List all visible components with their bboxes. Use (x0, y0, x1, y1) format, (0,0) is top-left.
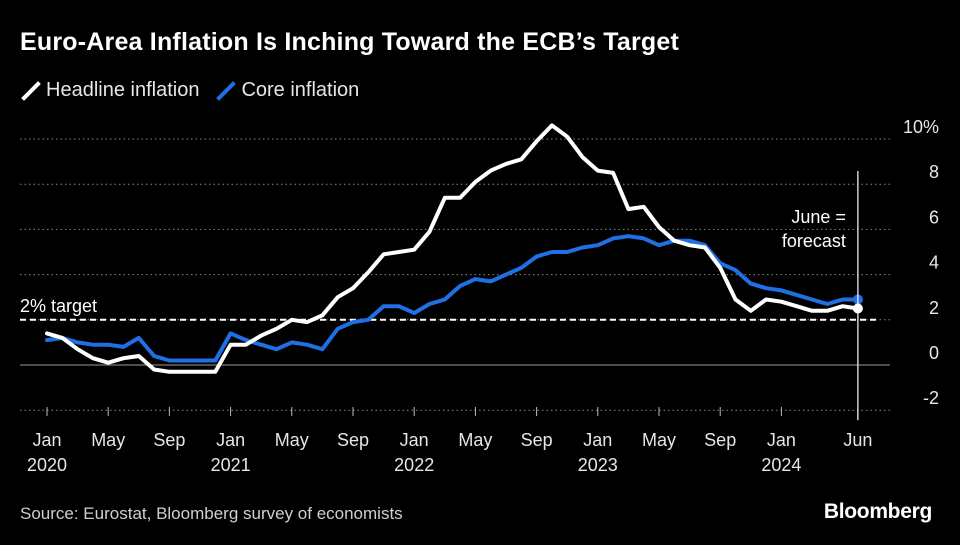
x-tick-label: Sep (153, 430, 185, 450)
reference-layer: 2% target (20, 296, 880, 321)
x-tick-label: Jan (583, 430, 612, 450)
legend-item-core: Core inflation (215, 79, 359, 102)
legend-label-core: Core inflation (241, 79, 360, 101)
series-layer (45, 123, 863, 374)
x-tick-label: Sep (521, 430, 553, 450)
chart-legend: Headline inflation Core inflation (20, 79, 375, 102)
x-tick-label: Jan (400, 430, 429, 450)
x-tick-label: Sep (704, 430, 736, 450)
grid-layer (20, 138, 890, 411)
x-tick-label: May (275, 430, 309, 450)
x-tick-label: Jan (767, 430, 796, 450)
x-tick-year-label: 2021 (211, 455, 251, 475)
forecast-label-line2: forecast (782, 231, 846, 251)
target-reference-label: 2% target (20, 296, 97, 316)
y-tick-label: 6 (929, 207, 939, 227)
y-tick-label: 8 (929, 162, 939, 182)
x-tick-year-label: 2022 (394, 455, 434, 475)
x-tick-label: Sep (337, 430, 369, 450)
x-tick-year-label: 2020 (27, 455, 67, 475)
x-tick-label: May (458, 430, 492, 450)
x-tick-label: Jan (216, 430, 245, 450)
source-note: Source: Eurostat, Bloomberg survey of ec… (20, 504, 403, 523)
y-tick-label: 0 (929, 343, 939, 363)
legend-swatch-core-icon (216, 80, 237, 101)
annotation-layer: June = forecast (782, 171, 859, 421)
axis-layer: 10% 8 6 4 2 0 -2 Jan 2020 May Sep Jan 2021 May Sep Jan 2… (27, 117, 939, 475)
x-tick-label: Jan (32, 430, 61, 450)
series-line-headline-inflation (45, 123, 860, 374)
x-tick-label: Jun (843, 430, 872, 450)
legend-label-headline: Headline inflation (46, 79, 200, 101)
y-tick-label: 10% (903, 117, 939, 137)
brand-logo: Bloomberg (823, 500, 932, 523)
chart-title: Euro-Area Inflation Is Inching Toward th… (20, 28, 680, 56)
forecast-label-line1: June = (791, 207, 846, 227)
y-tick-label: 4 (929, 253, 939, 273)
legend-item-headline: Headline inflation (20, 79, 199, 102)
x-tick-year-label: 2023 (578, 455, 618, 475)
y-tick-label: 2 (929, 298, 939, 318)
x-tick-label: May (91, 430, 125, 450)
y-tick-label: -2 (923, 388, 939, 408)
series-line-core-inflation (45, 234, 860, 363)
x-tick-label: May (642, 430, 676, 450)
legend-swatch-headline-icon (21, 80, 41, 101)
x-tick-year-label: 2024 (761, 455, 801, 475)
